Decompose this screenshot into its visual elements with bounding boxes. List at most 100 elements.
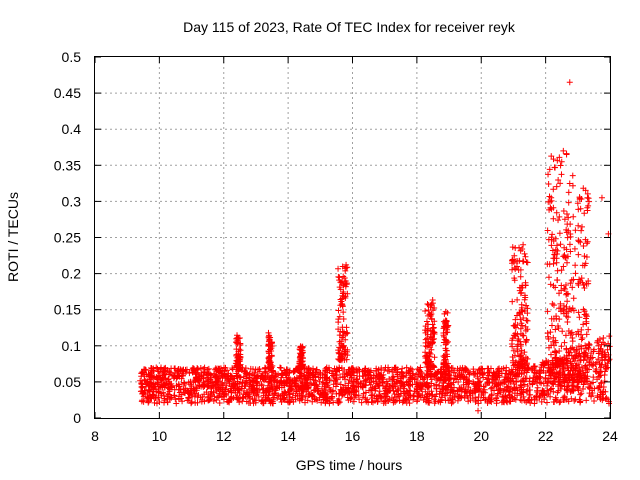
data-point: [337, 381, 344, 388]
data-point: [598, 194, 605, 201]
data-point: [493, 400, 500, 407]
data-point: [138, 373, 145, 380]
x-tick-label: 22: [538, 428, 554, 444]
data-point: [321, 375, 328, 382]
data-point: [535, 373, 542, 380]
data-point: [172, 370, 179, 377]
data-point: [299, 394, 306, 401]
data-point: [500, 394, 507, 401]
data-point: [599, 357, 606, 364]
data-point: [164, 399, 171, 406]
data-point: [197, 364, 204, 371]
data-point: [314, 397, 321, 404]
data-point: [253, 373, 260, 380]
data-point: [597, 364, 604, 371]
x-tick-label: 24: [602, 428, 618, 444]
data-point: [266, 357, 273, 364]
data-point: [267, 334, 274, 341]
data-point: [362, 377, 369, 384]
data-point: [451, 394, 458, 401]
data-point: [448, 387, 455, 394]
data-point: [598, 341, 605, 348]
data-point: [563, 211, 570, 218]
data-point: [578, 336, 585, 343]
data-point: [557, 300, 564, 307]
data-point: [385, 397, 392, 404]
data-point: [164, 390, 171, 397]
data-point: [369, 384, 376, 391]
data-point: [583, 331, 590, 338]
data-point: [558, 267, 565, 274]
data-point: [576, 314, 583, 321]
data-point: [555, 217, 562, 224]
data-point: [550, 302, 557, 309]
data-point: [364, 396, 371, 403]
data-point: [582, 369, 589, 376]
data-point: [370, 378, 377, 385]
data-point: [268, 339, 275, 346]
data-point: [423, 371, 430, 378]
data-point: [378, 365, 385, 372]
data-point: [554, 157, 561, 164]
data-point: [440, 332, 447, 339]
data-point: [436, 382, 443, 389]
data-point: [138, 383, 145, 390]
data-point: [305, 366, 312, 373]
data-point: [292, 366, 299, 373]
chart-title: Day 115 of 2023, Rate Of TEC Index for r…: [183, 19, 516, 35]
data-point: [265, 379, 272, 386]
data-point: [154, 365, 161, 372]
data-point: [584, 204, 591, 211]
data-point: [557, 241, 564, 248]
data-point: [565, 367, 572, 374]
data-point: [262, 368, 269, 375]
data-point: [525, 396, 532, 403]
data-point: [533, 392, 540, 399]
data-point: [352, 382, 359, 389]
data-point: [323, 365, 330, 372]
data-point: [556, 399, 563, 406]
data-point: [548, 385, 555, 392]
data-point: [192, 378, 199, 385]
data-point: [241, 368, 248, 375]
data-point: [585, 345, 592, 352]
data-point: [547, 281, 554, 288]
data-point: [171, 373, 178, 380]
data-point: [237, 342, 244, 349]
data-point: [485, 395, 492, 402]
data-point: [489, 384, 496, 391]
data-point: [441, 310, 448, 317]
data-point: [560, 376, 567, 383]
data-point: [301, 399, 308, 406]
plot-frame: [94, 56, 611, 419]
data-point: [234, 334, 241, 341]
data-point: [537, 367, 544, 374]
data-point: [569, 387, 576, 394]
data-point: [564, 221, 571, 228]
data-point: [578, 227, 585, 234]
data-point: [546, 365, 553, 372]
data-point: [557, 162, 564, 169]
data-point: [324, 382, 331, 389]
data-point: [175, 365, 182, 372]
data-point: [550, 215, 557, 222]
data-point: [585, 280, 592, 287]
data-point: [319, 392, 326, 399]
data-point: [548, 153, 555, 160]
data-point: [160, 381, 167, 388]
data-point: [518, 301, 525, 308]
data-point: [314, 385, 321, 392]
data-point: [569, 370, 576, 377]
data-point: [330, 381, 337, 388]
data-point: [475, 400, 482, 407]
data-point: [570, 213, 577, 220]
data-point: [338, 387, 345, 394]
data-point: [494, 392, 501, 399]
data-point: [428, 315, 435, 322]
data-point: [336, 350, 343, 357]
data-point: [463, 381, 470, 388]
data-point: [258, 372, 265, 379]
data-point: [312, 377, 319, 384]
data-point: [406, 367, 413, 374]
data-point: [564, 234, 571, 241]
